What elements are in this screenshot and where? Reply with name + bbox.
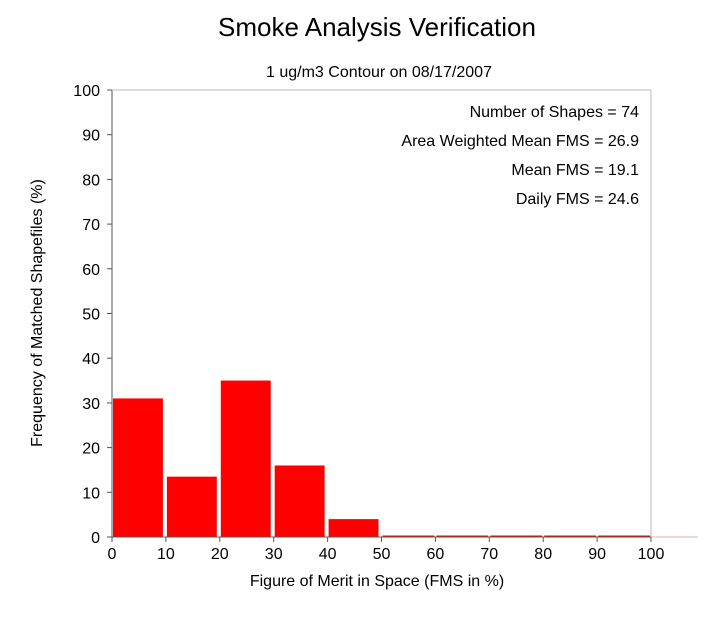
y-tick-label: 40 [82, 351, 100, 368]
x-axis-label: Figure of Merit in Space (FMS in %) [250, 573, 504, 590]
histogram-bar [544, 535, 597, 537]
stats-annotation: Mean FMS = 19.1 [511, 162, 639, 179]
x-tick-label: 100 [638, 546, 665, 563]
plot-frame [111, 89, 652, 538]
histogram-bar [328, 519, 379, 537]
x-tick-label: 60 [427, 546, 445, 563]
histogram-bar [274, 465, 325, 537]
histogram-bar [113, 398, 163, 537]
x-tick-label: 0 [108, 546, 117, 563]
y-tick-label: 60 [82, 262, 100, 279]
stats-annotation: Area Weighted Mean FMS = 26.9 [401, 133, 639, 150]
y-tick-label: 80 [82, 172, 100, 189]
y-axis-ticks: 0 10 20 30 40 50 60 70 80 90 100 [73, 83, 112, 547]
x-tick-label: 90 [588, 546, 606, 563]
histogram-bar [220, 380, 271, 537]
y-tick-label: 70 [82, 217, 100, 234]
x-tick-label: 30 [265, 546, 283, 563]
stats-annotation: Daily FMS = 24.6 [516, 191, 639, 208]
y-tick-label: 90 [82, 128, 100, 145]
histogram-bar [166, 476, 217, 537]
x-tick-label: 80 [534, 546, 552, 563]
x-tick-label: 10 [157, 546, 175, 563]
chart-title: Smoke Analysis Verification [218, 12, 536, 42]
stats-annotations: Number of Shapes = 74 Area Weighted Mean … [401, 104, 639, 208]
y-tick-label: 30 [82, 396, 100, 413]
y-axis-label: Frequency of Matched Shapefiles (%) [29, 179, 46, 447]
y-tick-label: 0 [91, 530, 100, 547]
y-tick-label: 100 [73, 83, 100, 100]
y-tick-label: 50 [82, 307, 100, 324]
histogram-bar [598, 535, 650, 537]
histogram-bar [436, 535, 489, 537]
x-tick-label: 50 [373, 546, 391, 563]
x-axis-ticks: 0 10 20 30 40 50 60 70 80 90 100 [108, 537, 665, 563]
histogram-bar [382, 535, 435, 537]
chart-subtitle: 1 ug/m3 Contour on 08/17/2007 [266, 64, 492, 81]
y-tick-label: 10 [82, 485, 100, 502]
x-tick-label: 70 [480, 546, 498, 563]
y-tick-label: 20 [82, 441, 100, 458]
x-tick-label: 20 [211, 546, 229, 563]
x-tick-label: 40 [319, 546, 337, 563]
bars-group [113, 380, 698, 538]
histogram-bar [490, 535, 543, 537]
stats-annotation: Number of Shapes = 74 [470, 104, 640, 121]
